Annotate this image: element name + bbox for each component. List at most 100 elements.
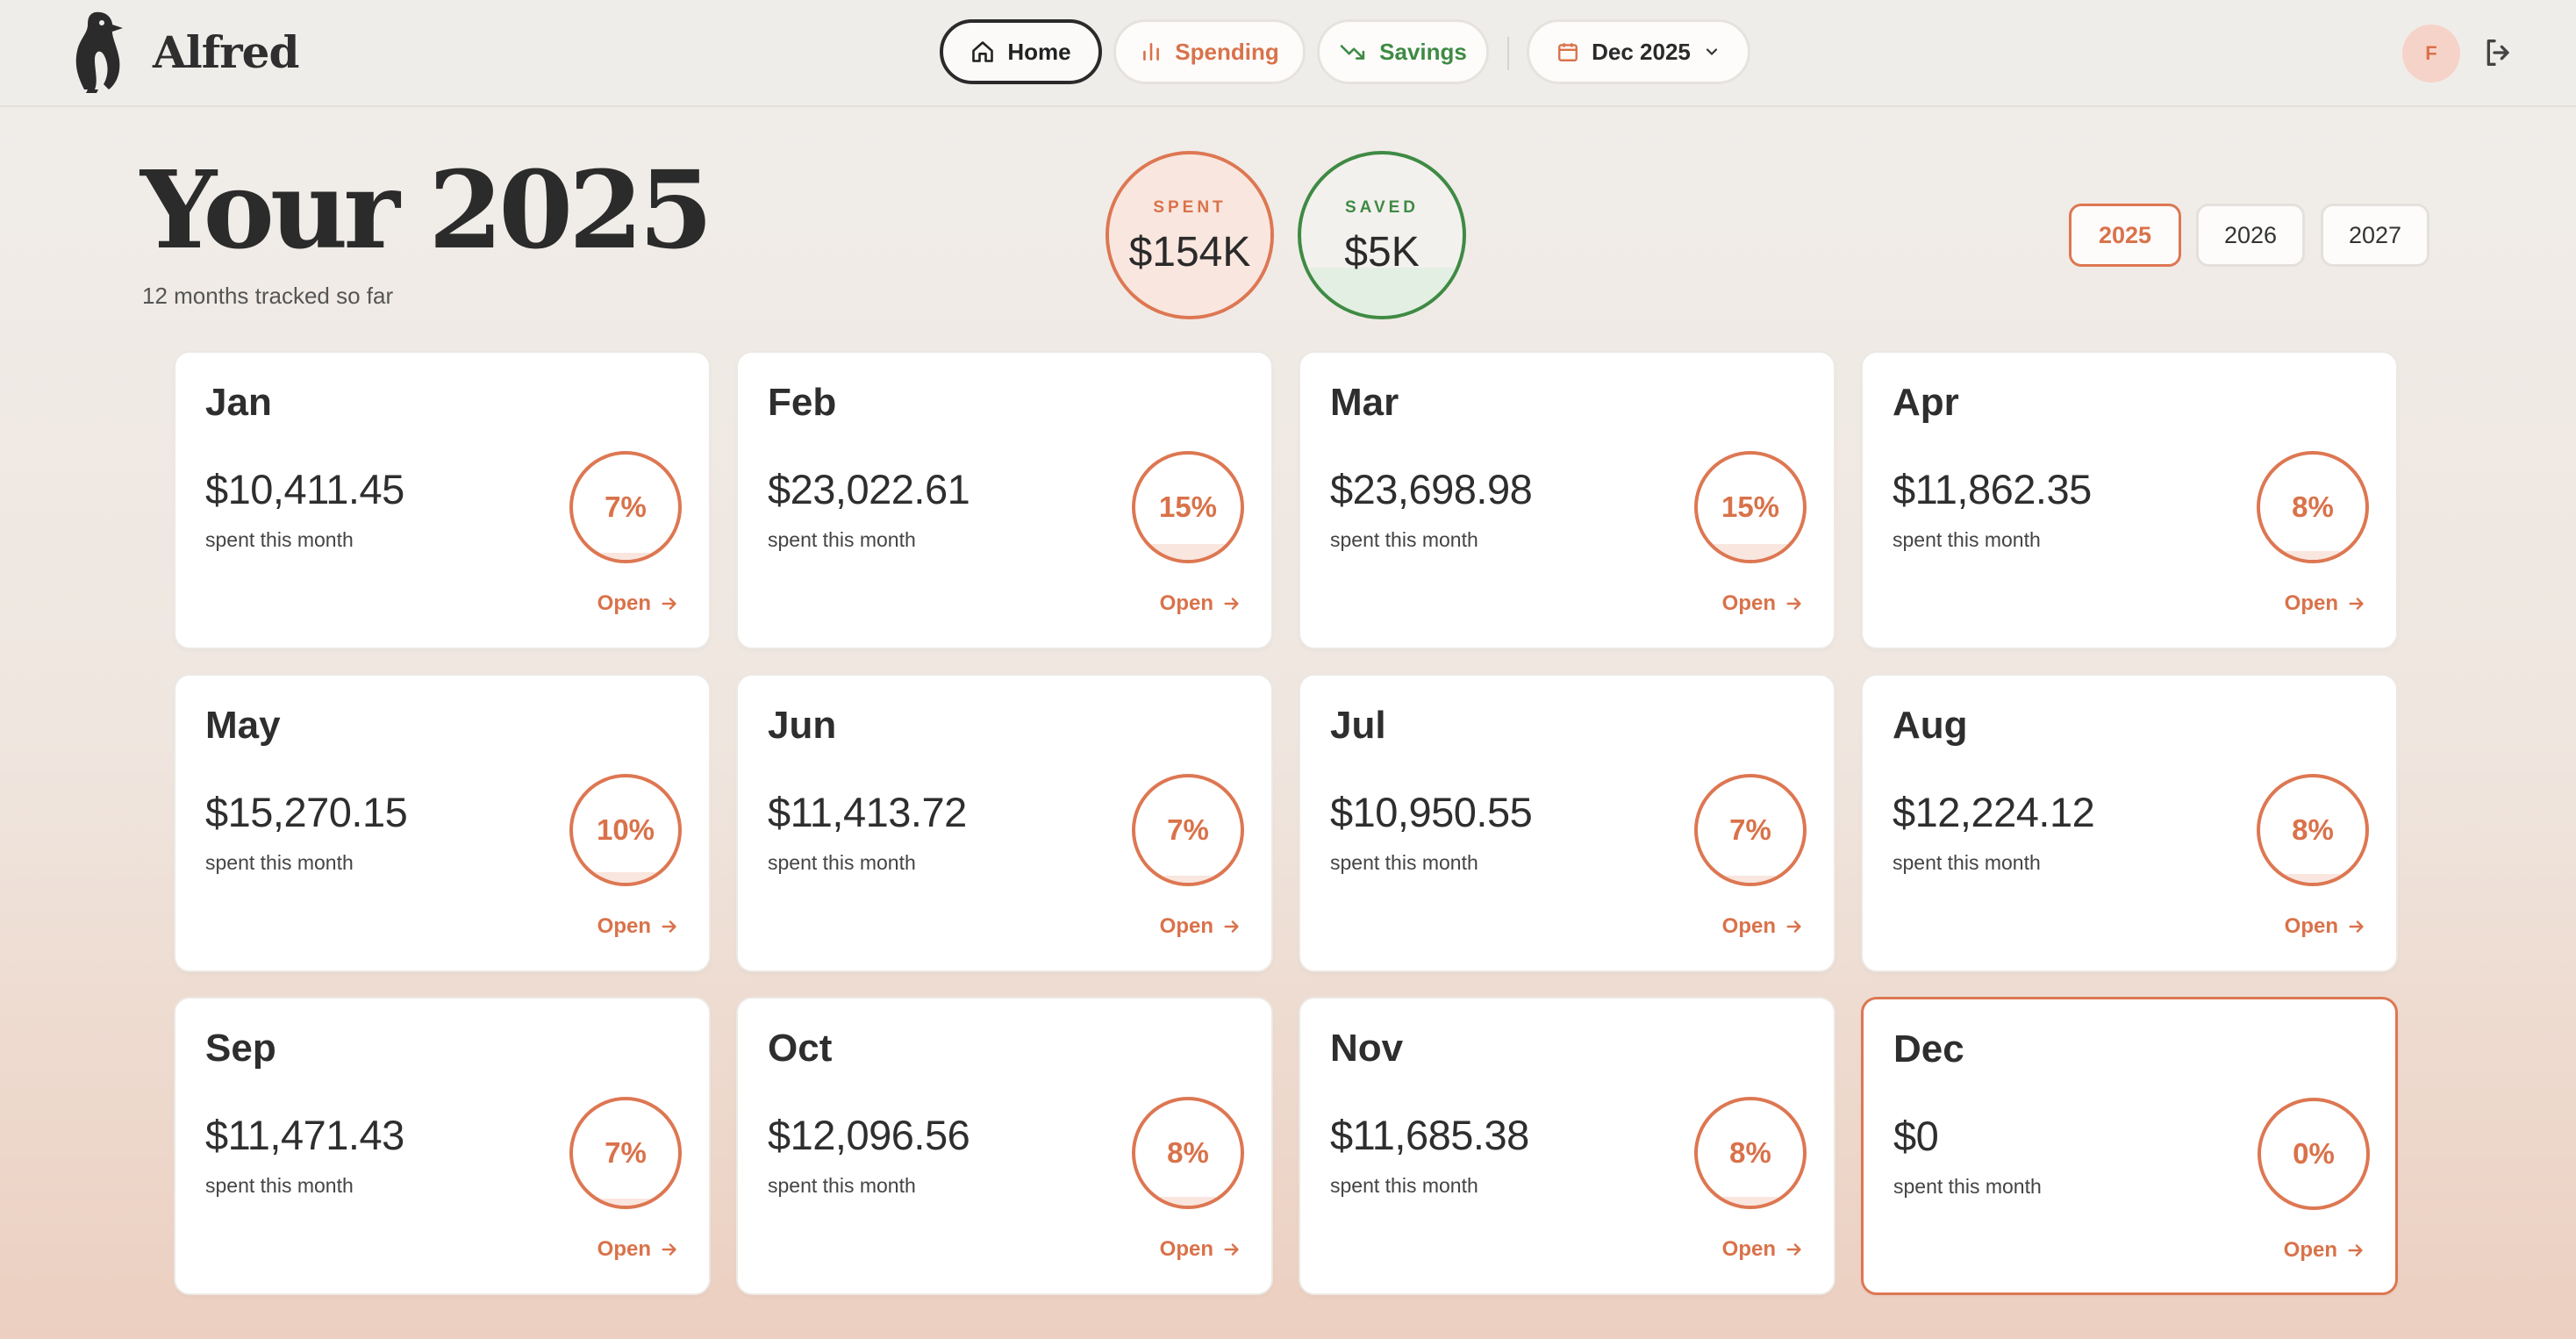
month-card-apr[interactable]: Apr $11,862.35 spent this month 8% Open	[1861, 351, 2398, 649]
penguin-logo-icon[interactable]	[68, 9, 126, 93]
percent-label: 10%	[596, 813, 655, 846]
open-label: Open	[2284, 914, 2338, 938]
month-name: Sep	[205, 1027, 276, 1070]
arrow-right-icon	[1224, 1243, 1239, 1256]
month-card-nov[interactable]: Nov $11,685.38 spent this month 8% Open	[1299, 997, 1835, 1295]
month-name: Jul	[1330, 704, 1386, 747]
percent-label: 15%	[1721, 490, 1780, 523]
nav-divider	[1507, 37, 1509, 70]
month-amount: $11,685.38	[1330, 1112, 1529, 1158]
arrow-right-icon	[2349, 598, 2364, 610]
month-card-dec[interactable]: Dec $0 spent this month 0% Open	[1861, 997, 2398, 1295]
logout-icon[interactable]	[2481, 35, 2516, 70]
percent-ring: 7%	[1132, 774, 1244, 886]
month-caption: spent this month	[1330, 528, 1478, 551]
open-month-link[interactable]: Open	[1160, 1237, 1241, 1262]
month-name: May	[205, 704, 281, 747]
open-month-link[interactable]: Open	[2285, 914, 2366, 939]
month-amount: $0	[1893, 1113, 1939, 1159]
month-card-oct[interactable]: Oct $12,096.56 spent this month 8% Open	[736, 997, 1273, 1295]
month-amount: $11,862.35	[1893, 466, 2092, 512]
month-card-may[interactable]: May $15,270.15 spent this month 10% Open	[174, 674, 711, 972]
arrow-right-icon	[2349, 920, 2364, 933]
open-month-link[interactable]: Open	[2284, 1238, 2365, 1263]
percent-fill	[1135, 875, 1241, 883]
nav-savings-label: Savings	[1379, 38, 1467, 65]
month-caption: spent this month	[205, 1174, 354, 1197]
arrow-right-icon	[2348, 1244, 2363, 1257]
year-2026-button[interactable]: 2026	[2196, 204, 2305, 267]
percent-label: 8%	[1167, 1136, 1209, 1169]
percent-fill	[573, 872, 678, 883]
open-month-link[interactable]: Open	[1160, 914, 1241, 939]
nav-savings-button[interactable]: Savings	[1317, 19, 1489, 84]
open-label: Open	[1159, 591, 1213, 615]
percent-fill	[2260, 874, 2365, 883]
month-amount: $23,022.61	[768, 466, 970, 512]
month-card-jan[interactable]: Jan $10,411.45 spent this month 7% Open	[174, 351, 711, 649]
user-avatar[interactable]: F	[2402, 25, 2460, 82]
open-label: Open	[1159, 1237, 1213, 1261]
nav-home-button[interactable]: Home	[940, 19, 1102, 84]
open-month-link[interactable]: Open	[1722, 591, 1804, 616]
month-name: Dec	[1893, 1028, 1964, 1070]
month-card-mar[interactable]: Mar $23,698.98 spent this month 15% Open	[1299, 351, 1835, 649]
trend-down-icon	[1340, 45, 1365, 60]
percent-label: 15%	[1158, 490, 1218, 523]
month-card-aug[interactable]: Aug $12,224.12 spent this month 8% Open	[1861, 674, 2398, 972]
month-card-sep[interactable]: Sep $11,471.43 spent this month 7% Open	[174, 997, 711, 1295]
open-month-link[interactable]: Open	[1722, 914, 1804, 939]
spent-total-badge: SPENT $154K	[1106, 151, 1274, 319]
open-label: Open	[1721, 914, 1776, 938]
open-label: Open	[1159, 914, 1213, 938]
month-amount: $10,950.55	[1330, 789, 1533, 835]
arrow-right-icon	[662, 1243, 676, 1256]
open-label: Open	[2283, 1238, 2337, 1262]
year-2025-button[interactable]: 2025	[2069, 204, 2181, 267]
year-2027-button[interactable]: 2027	[2321, 204, 2429, 267]
percent-ring: 8%	[1694, 1097, 1807, 1209]
open-month-link[interactable]: Open	[597, 914, 679, 939]
percent-label: 8%	[1729, 1136, 1771, 1169]
month-name: Oct	[768, 1027, 833, 1070]
date-selector-label: Dec 2025	[1592, 38, 1691, 65]
month-name: Nov	[1330, 1027, 1404, 1070]
date-selector-dropdown[interactable]: Dec 2025	[1527, 19, 1750, 84]
arrow-right-icon	[1786, 920, 1801, 933]
open-month-link[interactable]: Open	[597, 1237, 679, 1262]
open-label: Open	[1721, 1237, 1776, 1261]
spent-label: SPENT	[1153, 198, 1227, 217]
open-label: Open	[2284, 591, 2338, 615]
percent-ring: 8%	[2257, 774, 2369, 886]
open-month-link[interactable]: Open	[1722, 1237, 1804, 1262]
month-caption: spent this month	[768, 851, 916, 874]
chevron-down-icon	[1706, 48, 1717, 56]
percent-fill	[573, 1198, 678, 1206]
open-month-link[interactable]: Open	[2285, 591, 2366, 616]
nav-home-label: Home	[1007, 38, 1071, 65]
percent-ring: 10%	[569, 774, 682, 886]
month-card-jul[interactable]: Jul $10,950.55 spent this month 7% Open	[1299, 674, 1835, 972]
saved-fill	[1301, 267, 1463, 316]
open-month-link[interactable]: Open	[597, 591, 679, 616]
saved-label: SAVED	[1344, 198, 1420, 217]
open-month-link[interactable]: Open	[1160, 591, 1241, 616]
page-subtitle: 12 months tracked so far	[142, 283, 394, 309]
spent-value: $154K	[1128, 229, 1251, 276]
month-caption: spent this month	[1330, 1174, 1478, 1197]
month-caption: spent this month	[205, 528, 354, 551]
month-name: Mar	[1330, 381, 1399, 424]
percent-label: 7%	[605, 490, 647, 523]
month-name: Apr	[1893, 381, 1959, 424]
open-label: Open	[597, 914, 651, 938]
arrow-right-icon	[662, 598, 676, 610]
month-caption: spent this month	[1330, 851, 1478, 874]
month-amount: $15,270.15	[205, 789, 408, 835]
percent-label: 7%	[605, 1136, 647, 1169]
percent-fill	[1135, 1197, 1241, 1206]
nav-spending-button[interactable]: Spending	[1113, 19, 1306, 84]
open-label: Open	[1721, 591, 1776, 615]
month-card-jun[interactable]: Jun $11,413.72 spent this month 7% Open	[736, 674, 1273, 972]
month-name: Jun	[768, 704, 837, 747]
month-card-feb[interactable]: Feb $23,022.61 spent this month 15% Open	[736, 351, 1273, 649]
